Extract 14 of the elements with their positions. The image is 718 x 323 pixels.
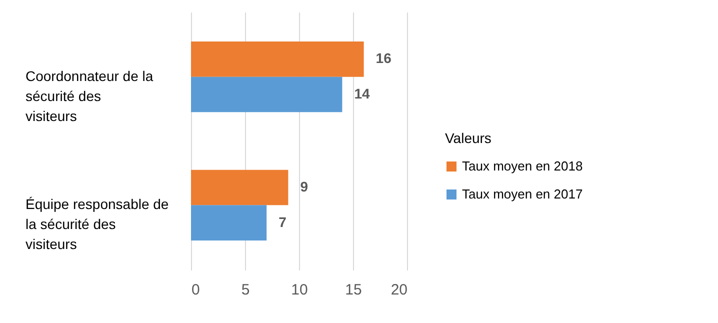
y-tick-label: Équipe responsable de la sécurité des visiteurs xyxy=(26,196,169,252)
data-label: 9 xyxy=(300,178,308,195)
data-label: 7 xyxy=(278,214,287,230)
x-tick-label: 15 xyxy=(345,282,362,298)
legend-label: Taux moyen en 2018 xyxy=(462,158,583,174)
y-tick-label: Coordonnateur de la sécurité des visiteurs xyxy=(26,68,154,124)
x-tick-label: 0 xyxy=(192,282,200,298)
legend-title: Valeurs xyxy=(445,130,492,146)
data-label: 16 xyxy=(376,50,392,66)
legend-label: Taux moyen en 2017 xyxy=(462,186,583,202)
x-tick-label: 5 xyxy=(241,282,250,298)
x-tick-label: 20 xyxy=(390,282,408,298)
data-label: 14 xyxy=(354,85,370,102)
x-tick-label: 10 xyxy=(291,282,308,298)
